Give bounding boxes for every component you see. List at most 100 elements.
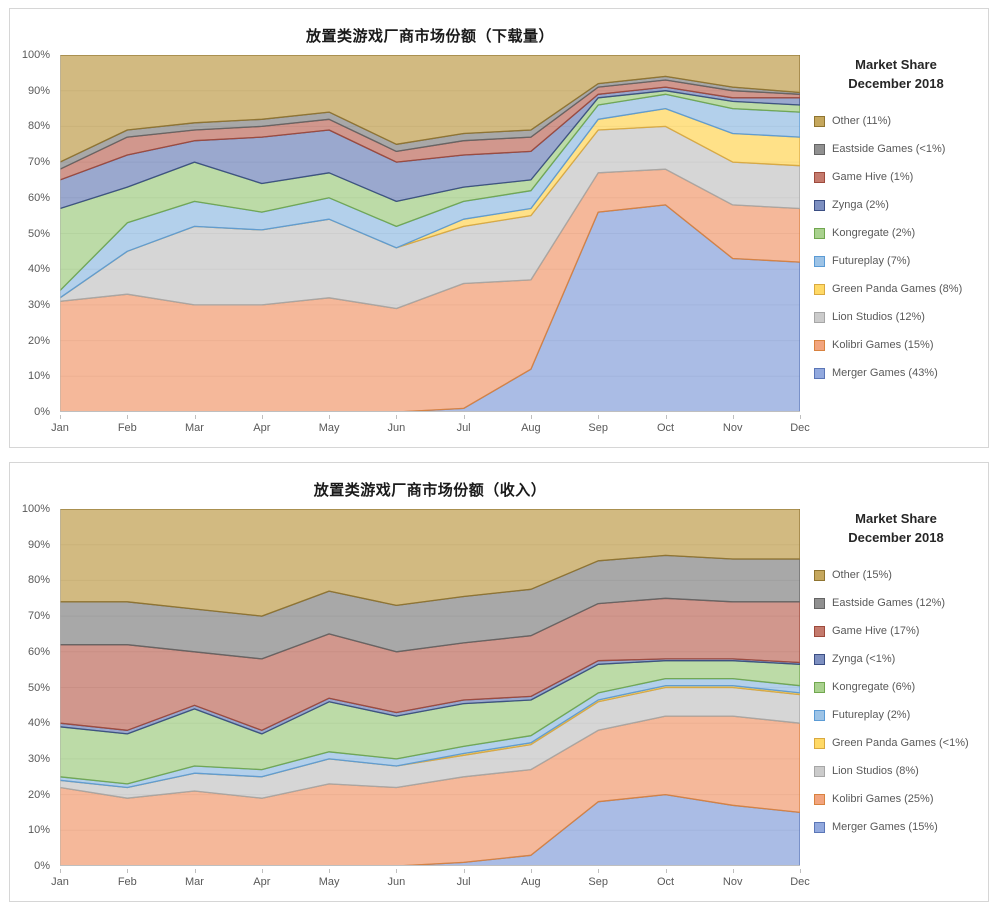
y-tick-label: 0% — [34, 860, 50, 872]
legend-swatch-icon — [814, 625, 825, 637]
legend-item-futureplay: Futureplay (2%) — [814, 709, 984, 721]
x-axis-tick — [800, 869, 801, 873]
x-tick-label: Oct — [656, 876, 675, 888]
x-axis-tick — [127, 869, 129, 873]
legend-title-line1: Market Share — [855, 57, 937, 72]
x-axis-labels: Jan Feb Mar Apr May Jun Jul Aug Sep Oct Nov Dec — [51, 869, 810, 892]
x-axis-tick — [530, 869, 532, 873]
legend-item-eastside-games: Eastside Games (12%) — [814, 597, 984, 609]
legend-label: Kolibri Games (15%) — [832, 339, 934, 351]
y-tick-label: 80% — [27, 120, 50, 133]
x-axis-tick — [127, 415, 129, 419]
x-tick-label: Oct — [656, 422, 675, 434]
legend-swatch-icon — [814, 311, 825, 323]
x-axis-tick — [329, 869, 331, 873]
x-axis-tick — [665, 869, 667, 873]
legend-item-lion-studios: Lion Studios (8%) — [814, 765, 984, 777]
legend-item-green-panda-games: Green Panda Games (<1%) — [814, 737, 984, 749]
x-tick-label: May — [318, 422, 340, 434]
legend-swatch-icon — [814, 737, 825, 749]
y-tick-label: 30% — [27, 298, 50, 311]
legend-swatch-icon — [814, 143, 825, 155]
legend-swatch-icon — [814, 199, 825, 211]
legend-label: Green Panda Games (8%) — [832, 283, 963, 295]
x-tick-label: Aug — [521, 876, 541, 888]
legend-swatch-icon — [814, 793, 825, 805]
x-axis-tick — [60, 415, 61, 419]
legend-label: Merger Games (43%) — [832, 367, 938, 379]
x-axis-tick — [194, 869, 196, 873]
legend-swatch-icon — [814, 255, 825, 267]
x-axis-tick — [530, 415, 532, 419]
legend-swatch-icon — [814, 339, 825, 351]
legend-label: Eastside Games (<1%) — [832, 143, 946, 155]
chart-panel-revenue: 放置类游戏厂商市场份额（收入） 0% 10% 20% 30% 40% 50% 60% 70% 8… — [9, 462, 989, 902]
y-tick-label: 10% — [27, 824, 50, 837]
legend-items: Other (11%) Eastside Games (<1%) Game Hive… — [808, 115, 984, 379]
x-tick-label: Dec — [790, 876, 810, 888]
x-axis-tick — [396, 869, 398, 873]
legend-swatch-icon — [814, 765, 825, 777]
legend-label: Kongregate (6%) — [832, 681, 916, 693]
legend-label: Game Hive (17%) — [832, 625, 920, 637]
legend-items: Other (15%) Eastside Games (12%) Game Hive… — [808, 569, 984, 833]
legend-label: Zynga (2%) — [832, 199, 889, 211]
legend-item-merger-games: Merger Games (43%) — [814, 367, 984, 379]
legend-item-other: Other (15%) — [814, 569, 984, 581]
legend-item-lion-studios: Lion Studios (12%) — [814, 311, 984, 323]
x-tick-label: Mar — [185, 876, 204, 888]
x-tick-label: Jun — [387, 422, 406, 434]
legend-label: Kongregate (2%) — [832, 227, 916, 239]
legend-item-eastside-games: Eastside Games (<1%) — [814, 143, 984, 155]
legend-title-line1: Market Share — [855, 511, 937, 526]
legend-label: Eastside Games (12%) — [832, 597, 946, 609]
y-tick-label: 20% — [27, 788, 50, 801]
legend-item-other: Other (11%) — [814, 115, 984, 127]
x-tick-label: Sep — [588, 876, 608, 888]
x-tick-label: Mar — [185, 422, 204, 434]
chart-title: 放置类游戏厂商市场份额（收入） — [313, 482, 547, 499]
x-tick-label: Jan — [51, 422, 69, 434]
legend-title: Market Share December 2018 — [808, 509, 984, 547]
x-axis-tick — [800, 415, 801, 419]
x-axis-tick — [396, 415, 398, 419]
x-tick-label: Sep — [588, 422, 608, 434]
x-axis-labels: Jan Feb Mar Apr May Jun Jul Aug Sep Oct Nov Dec — [51, 415, 810, 438]
y-tick-label: 70% — [27, 610, 50, 623]
y-tick-label: 20% — [27, 334, 50, 347]
legend-item-zynga: Zynga (2%) — [814, 199, 984, 211]
legend-swatch-icon — [814, 569, 825, 581]
y-tick-label: 10% — [27, 370, 50, 383]
legend-label: Game Hive (1%) — [832, 171, 914, 183]
legend-label: Green Panda Games (<1%) — [832, 737, 969, 749]
x-axis-tick — [598, 415, 600, 419]
legend-item-zynga: Zynga (<1%) — [814, 653, 984, 665]
legend-label: Futureplay (7%) — [832, 255, 911, 267]
legend-label: Lion Studios (12%) — [832, 311, 925, 323]
y-axis-labels: 0% 10% 20% 30% 40% 50% 60% 70% 80% 90% 100% — [10, 49, 54, 418]
x-axis-tick — [598, 869, 600, 873]
legend-item-merger-games: Merger Games (15%) — [814, 821, 984, 833]
stacked-area-chart — [60, 509, 800, 866]
y-tick-label: 60% — [27, 191, 50, 204]
y-tick-label: 30% — [27, 752, 50, 765]
x-axis-tick — [732, 415, 734, 419]
x-tick-label: Nov — [722, 422, 743, 434]
legend-item-kongregate: Kongregate (2%) — [814, 227, 984, 239]
stacked-area-chart — [60, 55, 800, 412]
x-axis-tick — [261, 869, 263, 873]
x-tick-label: Nov — [722, 876, 743, 888]
legend-swatch-icon — [814, 171, 825, 183]
legend-item-kolibri-games: Kolibri Games (25%) — [814, 793, 984, 805]
chart-title: 放置类游戏厂商市场份额（下载量） — [305, 28, 554, 45]
x-tick-label: May — [318, 876, 340, 888]
legend-title: Market Share December 2018 — [808, 55, 984, 93]
y-tick-label: 0% — [34, 406, 50, 418]
legend-item-kolibri-games: Kolibri Games (15%) — [814, 339, 984, 351]
legend-swatch-icon — [814, 367, 825, 379]
x-tick-label: Jul — [456, 422, 471, 434]
legend-label: Futureplay (2%) — [832, 709, 911, 721]
x-tick-label: Apr — [253, 876, 271, 888]
y-axis-labels: 0% 10% 20% 30% 40% 50% 60% 70% 80% 90% 100% — [10, 503, 54, 872]
x-tick-label: Jul — [456, 876, 471, 888]
